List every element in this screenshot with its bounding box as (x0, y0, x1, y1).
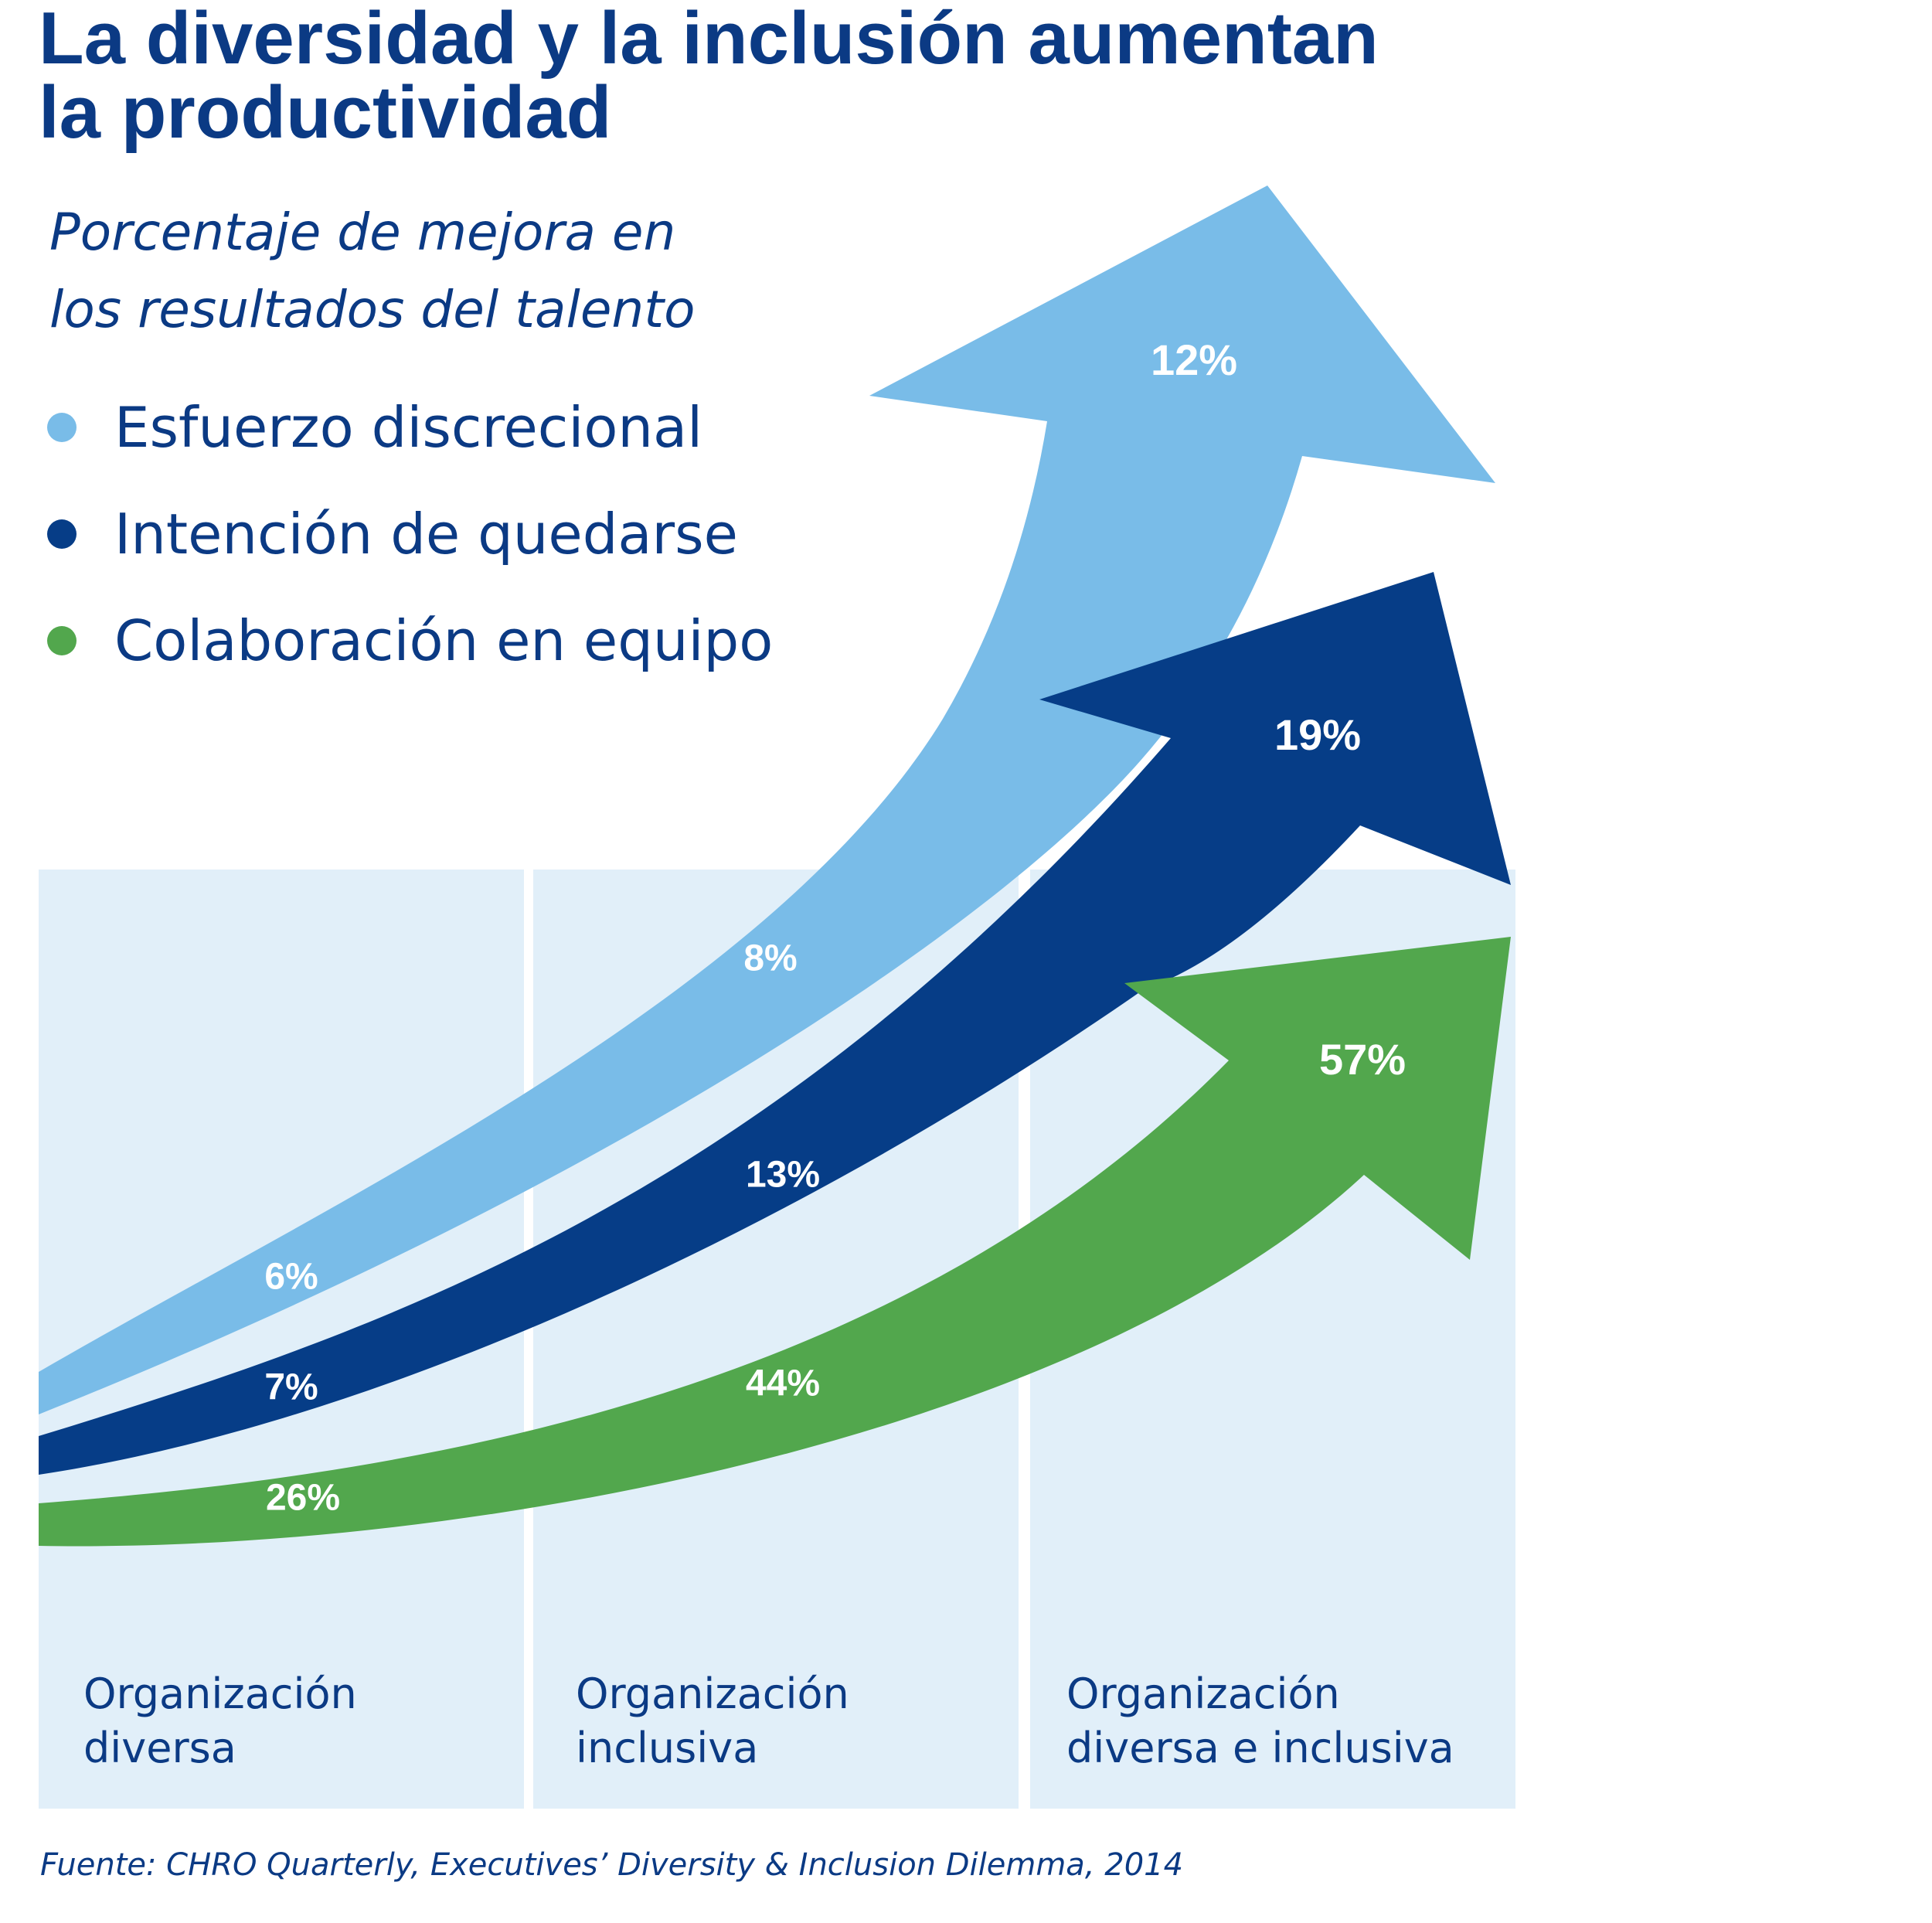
legend-marker-2 (47, 519, 77, 549)
legend: Esfuerzo discrecional Intención de quedar… (47, 395, 773, 673)
legend-label-3: Colaboración en equipo (114, 608, 773, 673)
category-label-1-line2: diversa (83, 1724, 236, 1772)
category-label-3-line2: diversa e inclusiva (1066, 1724, 1454, 1772)
value-label-series3-cat3: 57% (1319, 1035, 1406, 1084)
legend-label-1: Esfuerzo discrecional (114, 395, 702, 460)
legend-label-2: Intención de quedarse (114, 502, 738, 567)
value-label-series3-cat2: 44% (746, 1363, 820, 1404)
chart-subtitle-line1: Porcentaje de mejora en (49, 203, 675, 262)
value-label-series1-cat1: 6% (264, 1257, 318, 1298)
chart-title-line1: La diversidad y la inclusión aumentan (39, 0, 1379, 80)
arrow-series-3 (39, 937, 1511, 1547)
series-arrows (39, 185, 1511, 1547)
source-note: Fuente: CHRO Quarterly, Executives’ Dive… (40, 1847, 1183, 1883)
category-label-2-line1: Organización (576, 1669, 849, 1718)
legend-marker-3 (47, 626, 77, 655)
value-labels: 6% 8% 12% 7% 13% 19% 26% 44% 57% (264, 335, 1406, 1519)
legend-marker-1 (47, 413, 77, 442)
category-label-1-line1: Organización (83, 1669, 357, 1718)
chart-subtitle-line2: los resultados del talento (49, 280, 696, 339)
arrow-series-2 (39, 572, 1511, 1475)
value-label-series2-cat1: 7% (264, 1367, 318, 1408)
category-labels: Organización diversa Organización inclusiva… (83, 1669, 1454, 1772)
category-label-2-line2: inclusiva (576, 1724, 758, 1772)
value-label-series1-cat2: 8% (743, 938, 797, 979)
value-label-series2-cat2: 13% (746, 1155, 820, 1196)
chart-title-line2: la productividad (39, 71, 611, 154)
arrow-series-1 (39, 185, 1495, 1414)
category-label-3-line1: Organización (1066, 1669, 1340, 1718)
value-label-series1-cat3: 12% (1151, 335, 1237, 384)
value-label-series2-cat3: 19% (1274, 710, 1361, 759)
value-label-series3-cat1: 26% (266, 1478, 340, 1519)
